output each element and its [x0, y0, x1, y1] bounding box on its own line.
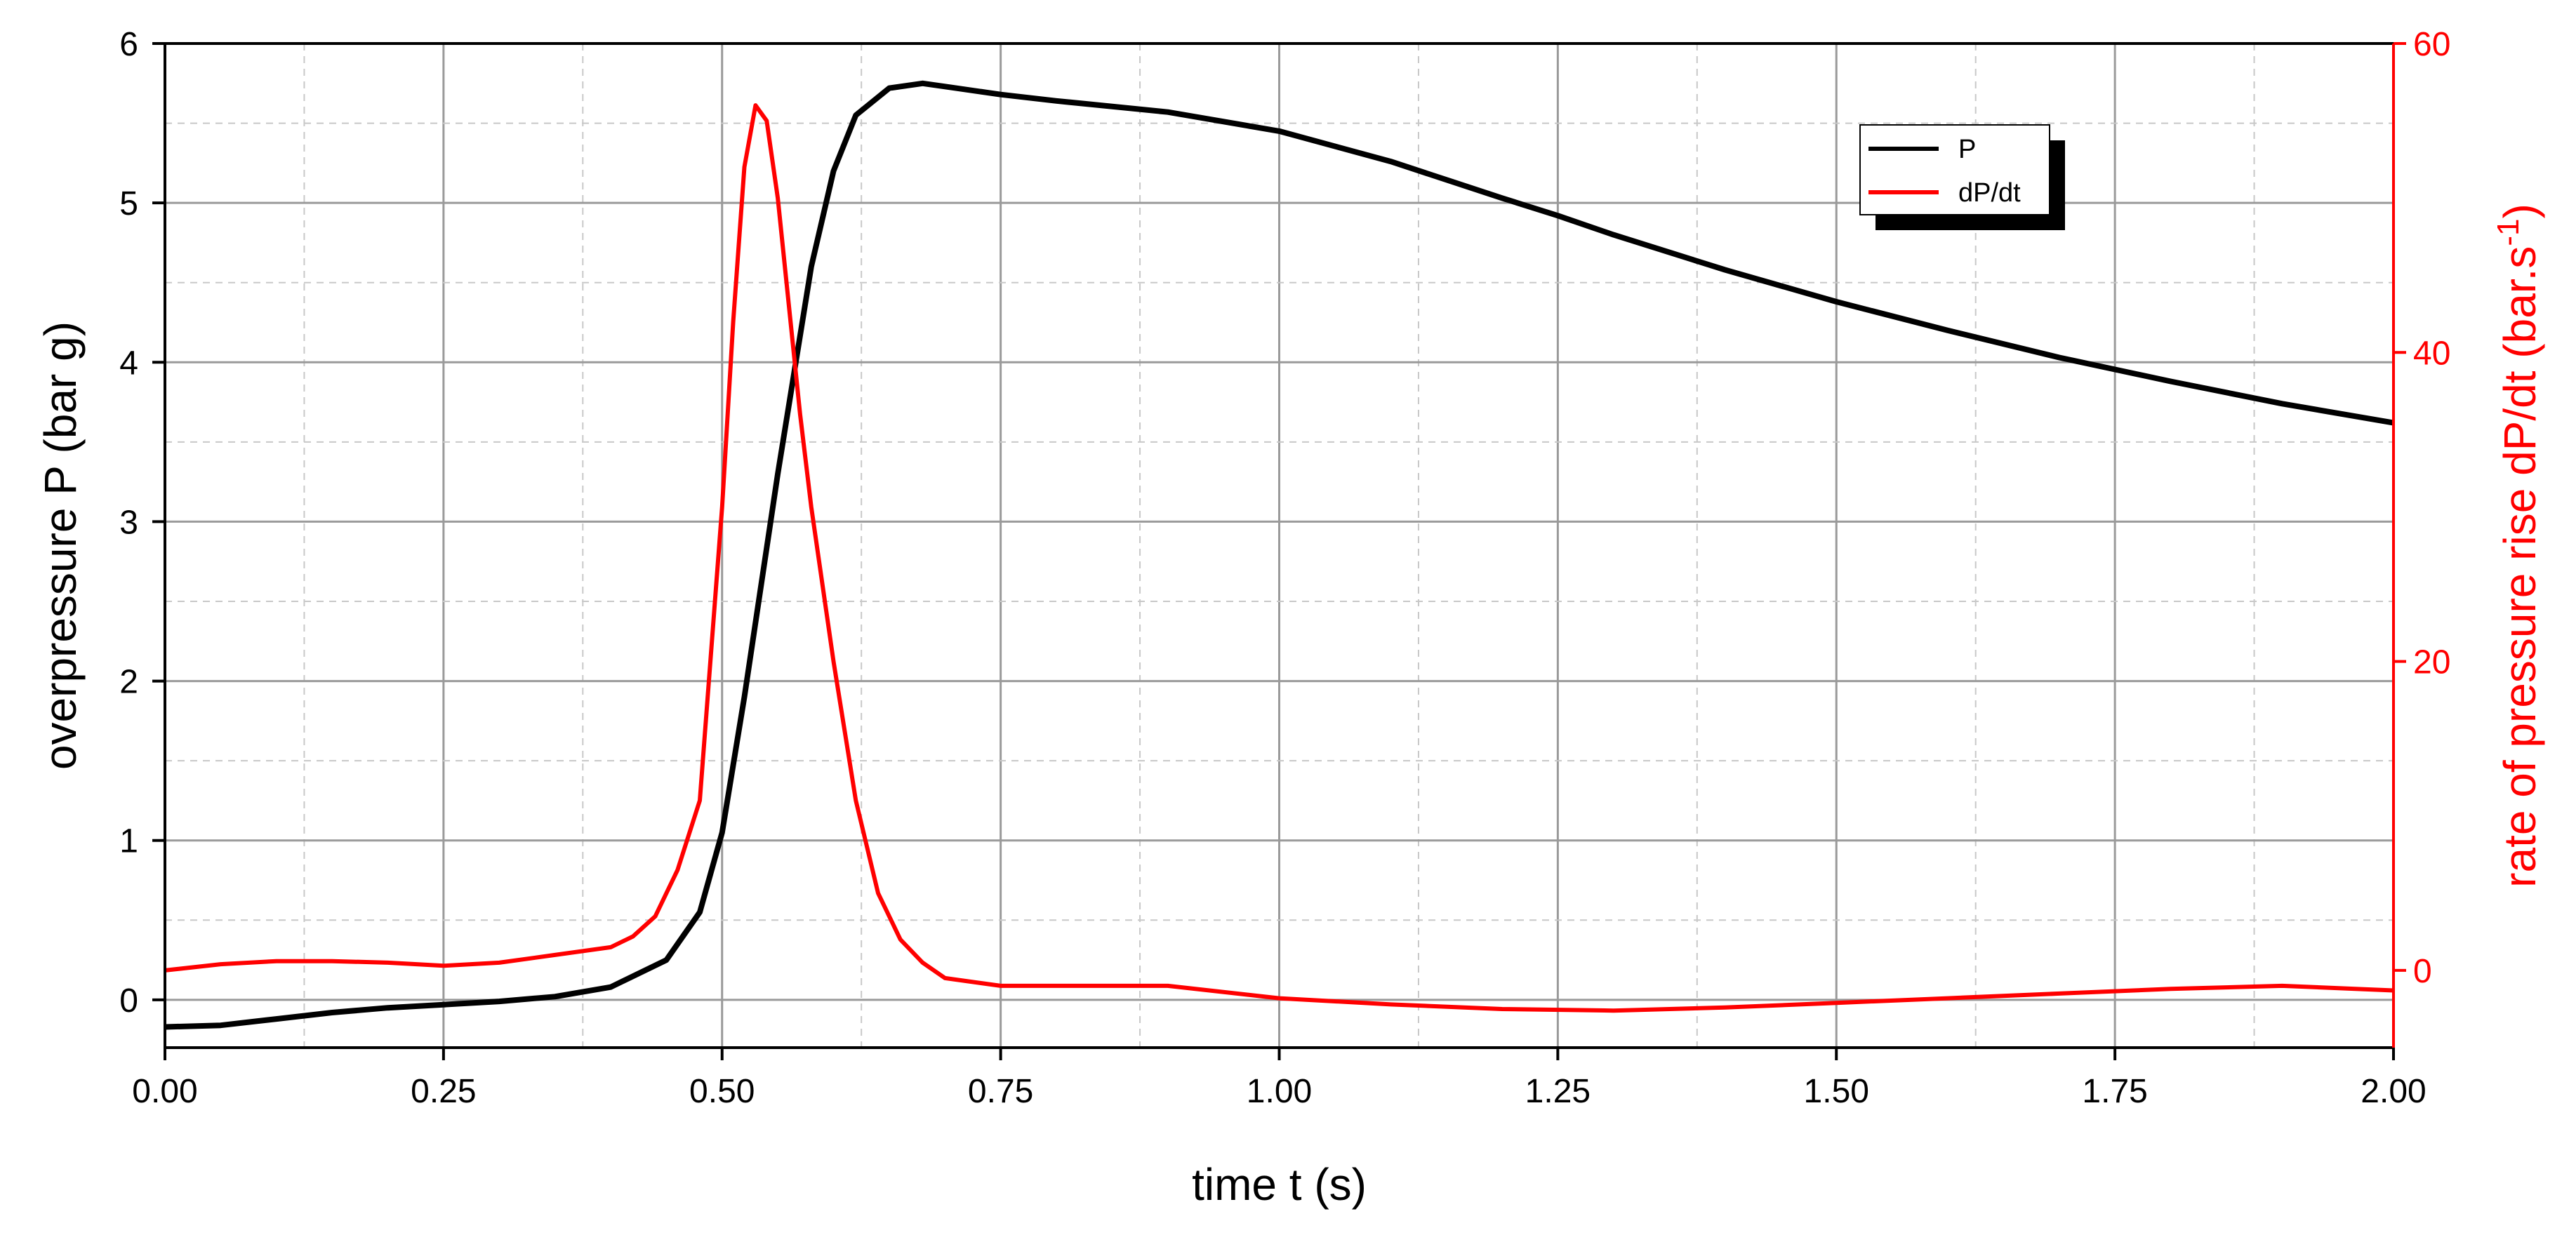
series-line-1 [164, 103, 2394, 1013]
series-layer [164, 80, 2394, 1030]
x-tick-label: 0.50 [689, 1073, 755, 1110]
y-right-tick-label: 0 [2413, 953, 2432, 990]
y-right-tick-label: 20 [2413, 644, 2450, 681]
y-axis-right-title-main: rate of pressure rise dP/dt (bar.s [2495, 246, 2545, 888]
y-axis-left-title: overpressure P (bar g) [35, 321, 86, 770]
y-right-tick-label: 60 [2413, 26, 2450, 63]
y-left-tick-label: 4 [119, 345, 138, 382]
y-left-tick-label: 5 [119, 185, 138, 222]
x-tick-label: 1.75 [2082, 1073, 2147, 1110]
x-tick-label: 1.00 [1247, 1073, 1312, 1110]
y-left-tick-label: 2 [119, 664, 138, 701]
x-axis-title: time t (s) [1192, 1159, 1367, 1210]
y-left-tick-label: 1 [119, 823, 138, 860]
x-tick-label: 0.25 [411, 1073, 476, 1110]
ticks: 0.00 0.25 0.50 0.75 1.00 1.25 1.50 1.75 2.00 0 1 2 3… [119, 26, 2450, 1110]
series-line-0 [164, 80, 2394, 1030]
y-axis-right-title-close: ) [2495, 203, 2545, 218]
x-tick-label: 1.50 [1804, 1073, 1869, 1110]
y-right-tick-label: 40 [2413, 335, 2450, 372]
x-tick-label: 0.00 [132, 1073, 197, 1110]
legend-label-dpdt: dP/dt [1958, 178, 2021, 208]
y-axis-right-title: rate of pressure rise dP/dt (bar.s-1) [2491, 203, 2546, 888]
x-tick-label: 0.75 [968, 1073, 1033, 1110]
x-tick-label: 2.00 [2361, 1073, 2426, 1110]
legend-box [1859, 124, 2050, 215]
y-axis-right-title-exponent: -1 [2491, 219, 2525, 246]
legend-label-p: P [1958, 135, 1976, 164]
y-left-tick-label: 3 [119, 504, 138, 541]
x-tick-label: 1.25 [1525, 1073, 1591, 1110]
y-left-tick-label: 6 [119, 26, 138, 63]
y-left-tick-label: 0 [119, 982, 138, 1020]
legend: P dP/dt [1859, 124, 2065, 230]
